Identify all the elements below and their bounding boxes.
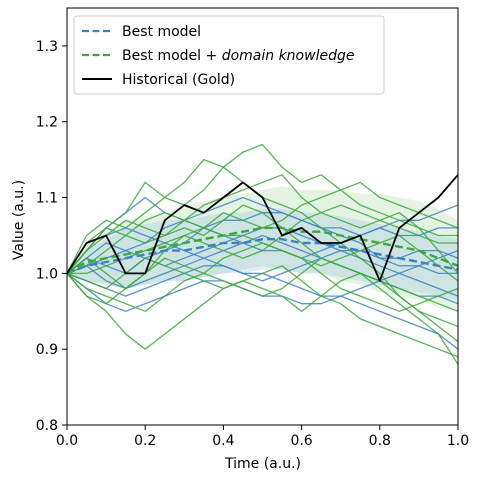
band-best-model	[67, 208, 458, 300]
sample-line-18	[67, 257, 458, 328]
legend-label-best-model-domain-italic: domain knowledge	[222, 48, 355, 64]
sample-line-14	[67, 204, 458, 275]
sample-line-6	[67, 249, 458, 290]
x-tick-label-3: 0.6	[290, 433, 312, 449]
x-axis-title: Time (a.u.)	[224, 456, 301, 472]
y-tick-label-0: 0.8	[36, 418, 58, 434]
y-tick-label-5: 1.3	[36, 39, 58, 55]
plot-content	[67, 143, 458, 365]
sample-line-16	[67, 257, 458, 358]
sample-line-17	[67, 174, 458, 274]
legend: Best model Best model + domain knowledge…	[73, 15, 385, 95]
y-tick-label-2: 1.0	[36, 266, 58, 282]
sample-line-8	[67, 143, 458, 274]
plot-frame	[66, 7, 459, 426]
legend-box	[73, 15, 385, 95]
y-tick-label-3: 1.1	[36, 191, 58, 207]
plot-layer	[67, 143, 458, 365]
y-tick-label-1: 0.9	[36, 342, 58, 358]
y-axis-title: Value (a.u.)	[11, 180, 27, 260]
axes-layer: 0.0 0.2 0.4 0.6 0.8 1.0 0.8 0.9 1.0 1.1 1.2 1.3	[36, 7, 469, 449]
legend-label-best-model: Best model	[122, 24, 201, 40]
y-tick-label-4: 1.2	[36, 115, 58, 131]
x-tick-label-5: 1.0	[447, 433, 469, 449]
series-historical	[67, 174, 458, 282]
x-tick-label-2: 0.4	[212, 433, 234, 449]
x-tick-label-4: 0.8	[369, 433, 391, 449]
sample-line-13	[67, 204, 458, 312]
sample-line-10	[67, 272, 458, 365]
band-best-model-domain	[67, 186, 458, 312]
legend-label-best-model-domain: Best model + domain knowledge	[122, 48, 354, 64]
sample-line-15	[67, 212, 458, 282]
legend-label-historical: Historical (Gold)	[122, 72, 235, 88]
series-best-model-mean	[67, 238, 458, 275]
x-tick-label-1: 0.2	[134, 433, 156, 449]
sample-line-0	[67, 196, 458, 275]
legend-label-best-model-domain-main: Best model +	[122, 48, 222, 64]
x-tick-label-0: 0.0	[56, 433, 78, 449]
